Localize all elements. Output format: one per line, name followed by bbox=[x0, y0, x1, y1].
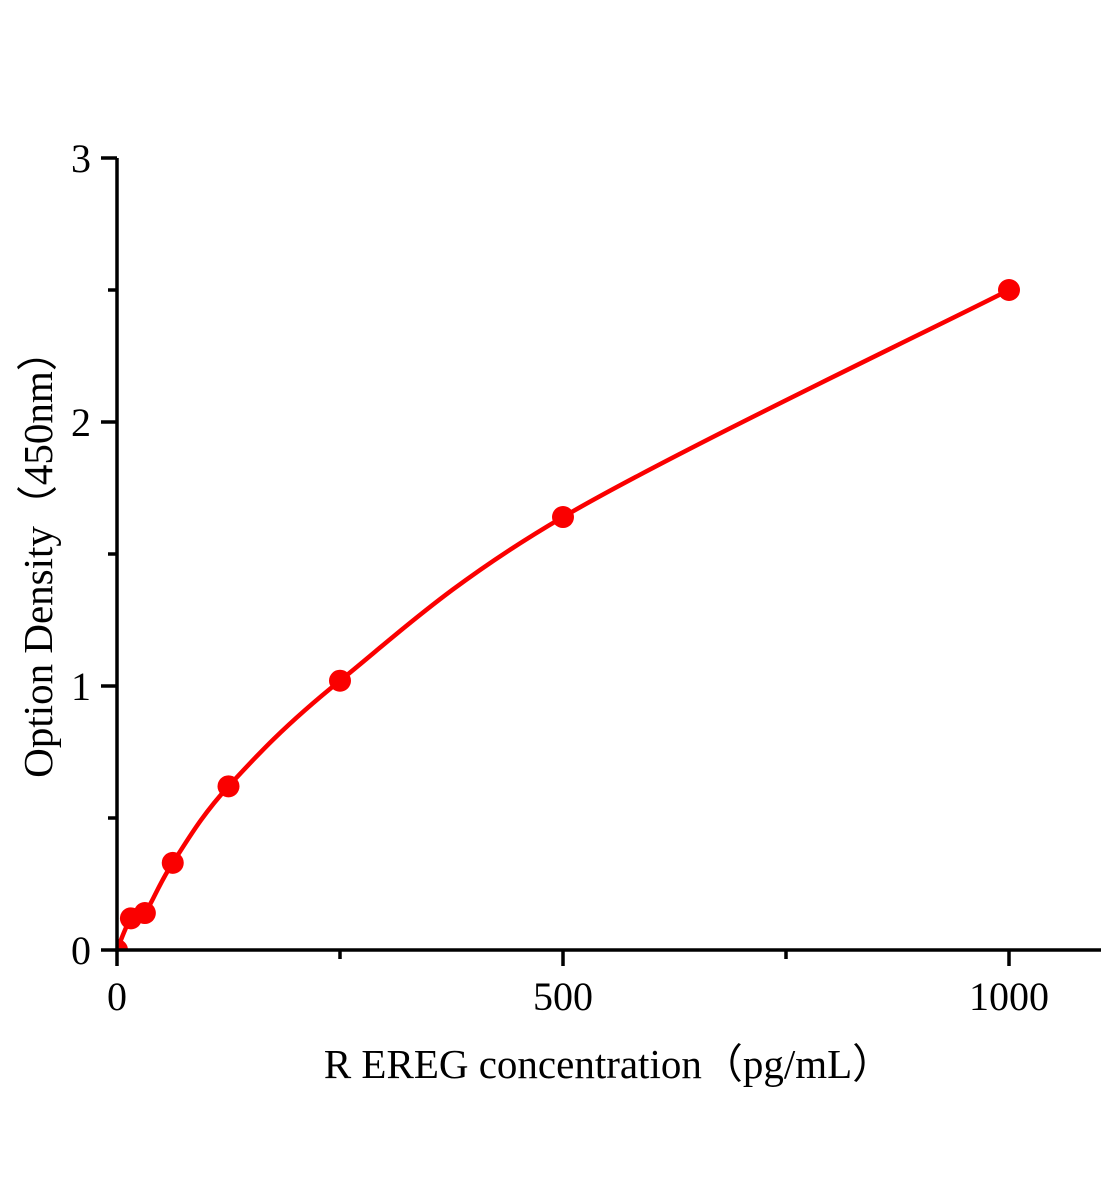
data-point-marker bbox=[161, 851, 184, 874]
data-point-marker bbox=[998, 279, 1020, 301]
x-tick-label: 1000 bbox=[969, 974, 1049, 1019]
data-point-marker bbox=[217, 775, 240, 798]
y-tick-label: 2 bbox=[71, 400, 91, 445]
y-axis-title: Option Density（450nm） bbox=[15, 330, 61, 778]
data-point-marker bbox=[329, 669, 351, 692]
y-tick-label: 3 bbox=[71, 136, 91, 181]
y-tick-label: 1 bbox=[71, 664, 91, 709]
x-tick-label: 0 bbox=[107, 974, 127, 1019]
curve-line bbox=[118, 287, 1011, 949]
data-point-marker bbox=[118, 939, 128, 949]
data-point-marker bbox=[552, 506, 574, 529]
x-axis-title: R EREG concentration（pg/mL） bbox=[323, 1041, 894, 1087]
y-tick-label: 0 bbox=[71, 928, 91, 973]
x-tick-label: 500 bbox=[533, 974, 593, 1019]
data-point-marker bbox=[133, 902, 156, 925]
data-series bbox=[118, 279, 1020, 949]
